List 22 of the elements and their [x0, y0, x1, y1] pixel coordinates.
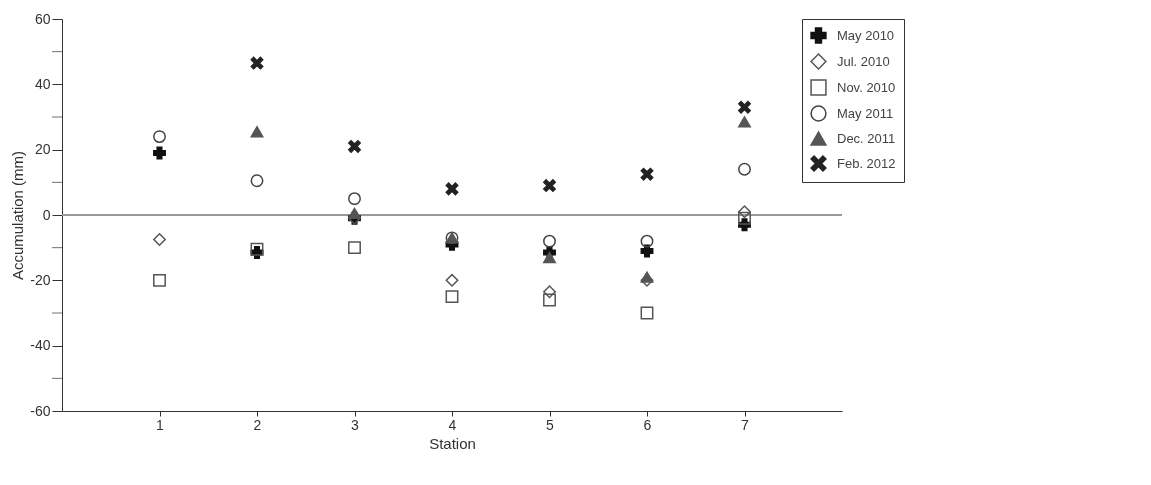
x-tick-label: 6 [643, 416, 652, 433]
x-tick-label: 3 [351, 416, 360, 433]
x-tick-label: 7 [741, 416, 750, 433]
x-tick-label: 4 [448, 416, 457, 433]
x-tick-label: 5 [546, 416, 555, 433]
y-axis-title: Accumulation (mm) [9, 150, 27, 281]
legend-label: Feb. 2012 [837, 155, 896, 171]
legend-label: May 2011 [837, 105, 894, 121]
y-tick-label: -60 [30, 402, 51, 419]
y-tick-label: -40 [30, 337, 51, 354]
legend-label: Dec. 2011 [837, 130, 896, 146]
y-tick-label: 60 [34, 10, 51, 27]
x-axis-title: Station [429, 434, 476, 452]
y-tick-label: 20 [34, 141, 51, 158]
legend-label: Jul. 2010 [837, 53, 890, 69]
legend-label: May 2010 [837, 27, 895, 43]
y-tick-label: 40 [34, 75, 51, 92]
legend-label: Nov. 2010 [837, 79, 896, 95]
y-tick-label: -20 [30, 271, 51, 288]
y-tick-label: 0 [42, 206, 51, 223]
x-tick-label: 1 [156, 416, 165, 433]
x-tick-label: 2 [253, 416, 262, 433]
